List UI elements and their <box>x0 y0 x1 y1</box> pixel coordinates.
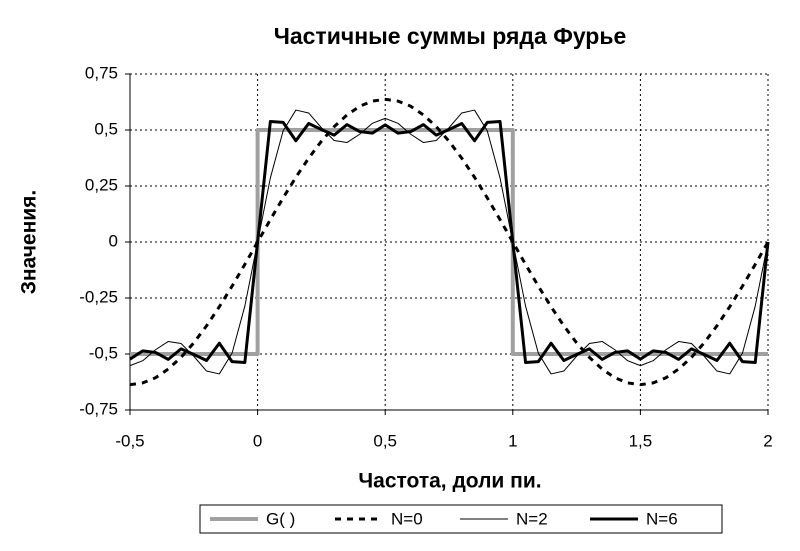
legend-label: N=0 <box>391 509 423 528</box>
legend-label: N=2 <box>516 509 548 528</box>
series-line <box>130 128 768 356</box>
x-tick-label: 0,5 <box>373 431 397 450</box>
y-tick-label: 0,75 <box>85 63 118 82</box>
x-tick-label: 2 <box>763 431 772 450</box>
y-tick-label: -0,25 <box>79 287 118 306</box>
series-line <box>129 119 770 365</box>
y-tick-label: -0,5 <box>89 343 118 362</box>
x-tick-label: -0,5 <box>115 431 144 450</box>
y-tick-label: -0,75 <box>79 399 118 418</box>
y-tick-label: 0,25 <box>85 175 118 194</box>
y-axis-label: Значения. <box>18 190 41 295</box>
x-axis-label: Частота, доли пи. <box>358 470 541 493</box>
chart-title: Частичные суммы ряда Фурье <box>274 23 627 49</box>
legend-label: G( ) <box>266 509 295 528</box>
x-tick-label: 1,5 <box>629 431 653 450</box>
x-tick-label: 0 <box>253 431 262 450</box>
x-tick-label: 1 <box>508 431 517 450</box>
y-tick-label: 0 <box>109 231 118 250</box>
legend-label: N=6 <box>646 509 678 528</box>
y-tick-label: 0,5 <box>94 119 118 138</box>
